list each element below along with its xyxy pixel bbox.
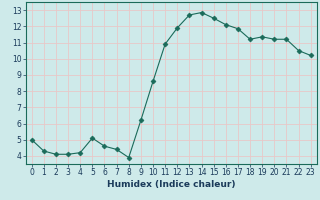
X-axis label: Humidex (Indice chaleur): Humidex (Indice chaleur) — [107, 180, 236, 189]
